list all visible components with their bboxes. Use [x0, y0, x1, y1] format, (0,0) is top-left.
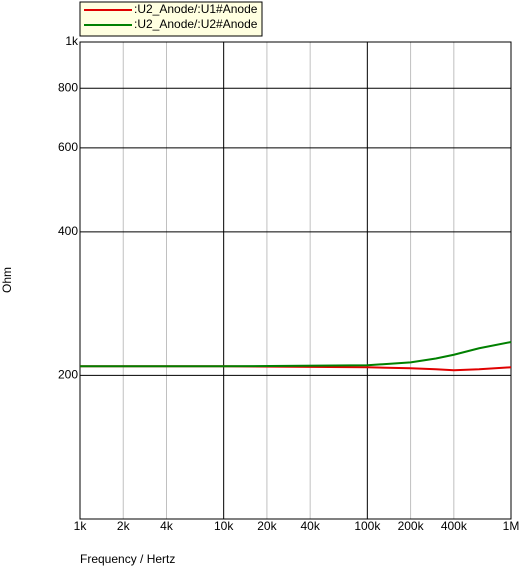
x-tick-label: 2k [117, 519, 131, 533]
legend-box [79, 1, 263, 37]
x-tick-label: 200k [398, 519, 425, 533]
y-axis-label: Ohm [0, 267, 14, 293]
x-tick-label: 10k [214, 519, 234, 533]
x-tick-label: 1M [503, 519, 520, 533]
y-tick-label: 600 [58, 140, 78, 154]
y-tick-label: 1k [65, 34, 79, 48]
x-tick-label: 100k [354, 519, 381, 533]
x-tick-label: 4k [160, 519, 174, 533]
y-tick-label: 400 [58, 224, 78, 238]
x-tick-label: 40k [300, 519, 320, 533]
legend-label: :U2_Anode/:U1#Anode [134, 2, 258, 16]
y-tick-label: 800 [58, 80, 78, 94]
legend-label: :U2_Anode/:U2#Anode [134, 17, 258, 31]
x-axis-label: Frequency / Hertz [80, 552, 175, 566]
y-tick-label: 200 [58, 368, 78, 382]
plot-frame [79, 41, 512, 520]
x-tick-label: 400k [441, 519, 468, 533]
x-tick-label: 20k [257, 519, 277, 533]
series-line [80, 341, 512, 368]
x-tick-label: 1k [74, 519, 88, 533]
